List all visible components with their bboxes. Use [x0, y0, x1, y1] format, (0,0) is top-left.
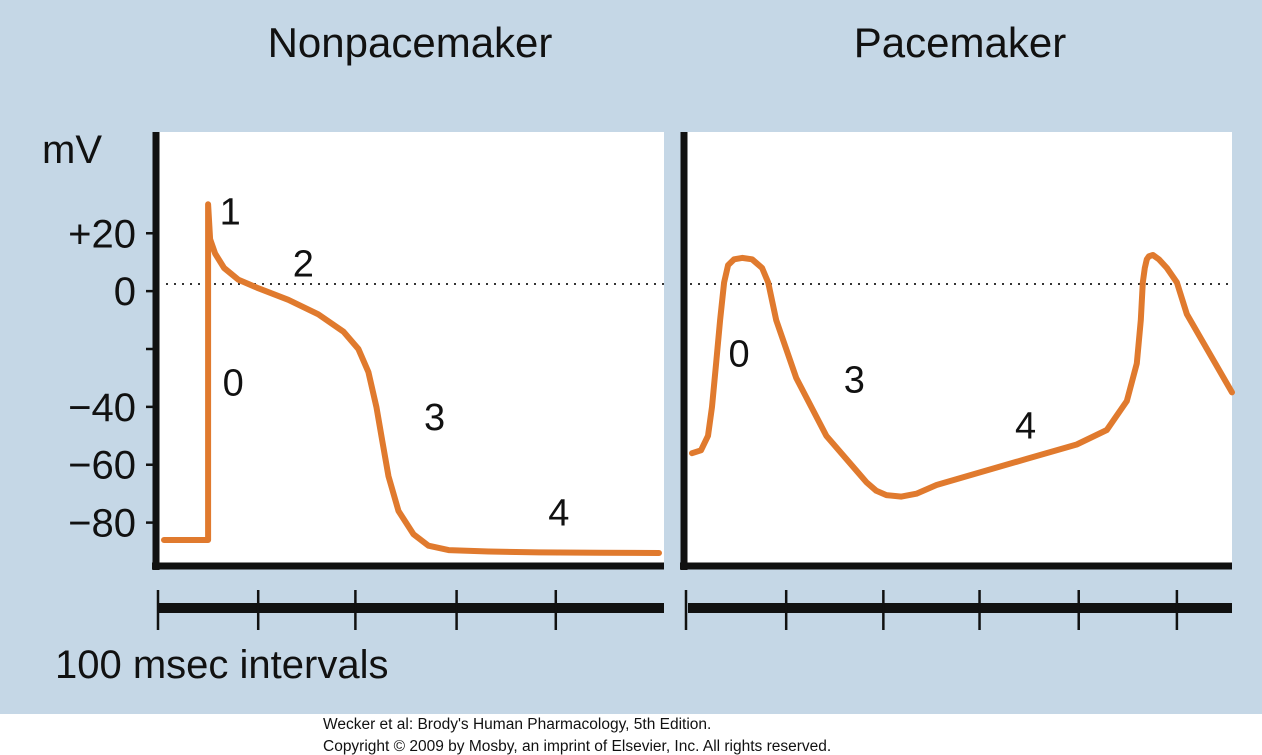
phase-label-nonpacemaker-3: 3 — [424, 397, 445, 439]
y-tick-label: −80 — [68, 502, 136, 546]
phase-labels: 1 2 0 3 4 0 3 4 — [220, 192, 1037, 535]
y-axis-label: mV — [42, 128, 102, 172]
panel-title-pacemaker: Pacemaker — [854, 19, 1066, 66]
y-ticks: +20 0 −40 −60 −80 — [68, 212, 157, 546]
phase-label-nonpacemaker-4: 4 — [548, 492, 569, 534]
credit-line-1: Wecker et al: Brody's Human Pharmacology… — [323, 716, 711, 733]
panel-title-nonpacemaker: Nonpacemaker — [268, 19, 553, 66]
plot-area-nonpacemaker — [158, 132, 664, 566]
y-tick-label: 0 — [114, 270, 136, 314]
phase-label-pacemaker-0: 0 — [729, 333, 750, 375]
trace-pacemaker — [689, 252, 1235, 500]
phase-label-pacemaker-4: 4 — [1015, 406, 1036, 448]
y-tick-label: −60 — [68, 444, 136, 488]
plot-area-pacemaker — [686, 132, 1232, 566]
phase-label-nonpacemaker-2: 2 — [293, 244, 314, 286]
phase-label-nonpacemaker-0: 0 — [223, 362, 244, 404]
phase-label-pacemaker-3: 3 — [844, 359, 865, 401]
trace-nonpacemaker — [161, 201, 662, 556]
y-tick-label: +20 — [68, 212, 136, 256]
phase-label-nonpacemaker-1: 1 — [220, 192, 241, 234]
y-tick-label: −40 — [68, 386, 136, 430]
credit-line-2: Copyright © 2009 by Mosby, an imprint of… — [323, 738, 831, 755]
time-scale-ticks — [156, 590, 1179, 630]
x-axis-label: 100 msec intervals — [55, 643, 388, 687]
credit-background — [0, 714, 1262, 755]
